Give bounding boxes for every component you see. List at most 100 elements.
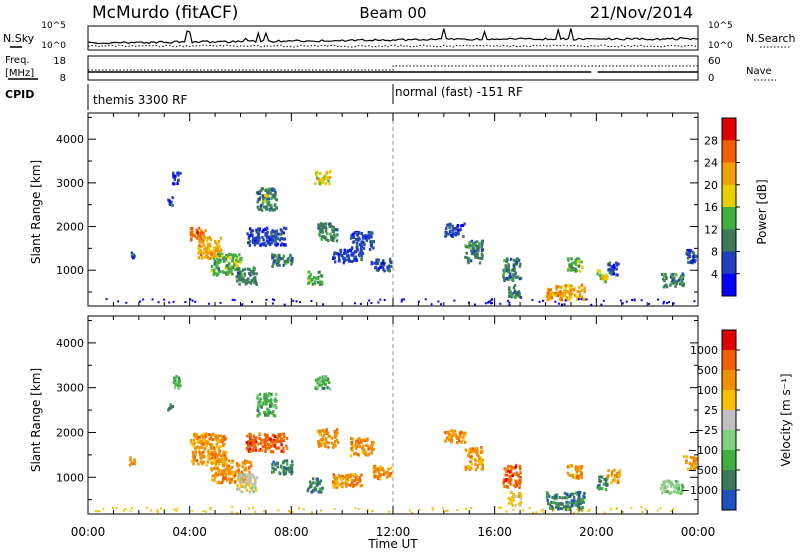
echo-cell [251, 233, 254, 237]
echo-cell [237, 469, 240, 473]
echo-cell [217, 446, 220, 450]
echo-cell [319, 479, 323, 483]
echo-cell [240, 270, 243, 274]
echo-cell [263, 445, 266, 448]
echo-cell [467, 454, 470, 458]
echo-cell [252, 434, 256, 438]
echo-cell [660, 487, 663, 491]
echo-cell [546, 287, 550, 291]
echo-cell [557, 507, 560, 511]
echo-cell [215, 461, 218, 465]
echo-cell [213, 262, 216, 265]
echo-cell [291, 460, 294, 464]
echo-cell [358, 254, 361, 258]
echo-cell [315, 173, 318, 177]
echo-cell [317, 429, 321, 433]
echo-cell [333, 508, 336, 511]
echo-cell [253, 436, 257, 440]
echo-cell [503, 467, 506, 471]
echo-cell [264, 434, 267, 438]
echo-cell [273, 253, 276, 257]
echo-cell [290, 257, 294, 261]
echo-cell [602, 299, 605, 302]
echo-cell [466, 256, 469, 260]
echo-cell [504, 479, 507, 483]
echo-cell [314, 276, 317, 280]
echo-cell [309, 273, 313, 277]
echo-cell [214, 452, 218, 456]
echo-cell [548, 495, 551, 498]
echo-cell [275, 461, 278, 465]
echo-cell [470, 450, 473, 454]
echo-cell [222, 259, 226, 263]
colorbar-swatch [722, 184, 736, 208]
echo-cell [236, 274, 240, 278]
echo-cell [518, 482, 521, 486]
echo-cell [518, 486, 521, 489]
echo-cell [224, 468, 227, 472]
echo-cell [549, 503, 552, 507]
echo-cell [519, 492, 522, 496]
echo-cell [576, 491, 580, 495]
echo-cell [509, 465, 513, 469]
echo-cell [241, 303, 244, 306]
echo-cell [379, 468, 382, 471]
colorbar-tick-label: 28 [704, 134, 718, 147]
echo-cell [217, 468, 221, 472]
echo-cell [271, 433, 274, 437]
echo-cell [283, 303, 286, 306]
echo-cell [557, 505, 560, 508]
echo-cell [610, 268, 613, 272]
echo-cell [458, 439, 461, 443]
x-tick-label: 08:00 [274, 525, 309, 539]
echo-cell [362, 241, 366, 245]
echo-cell [559, 294, 562, 298]
echo-cell [540, 509, 543, 512]
echo-cell [257, 230, 260, 234]
echo-cell [178, 379, 181, 383]
echo-cell [210, 467, 213, 471]
echo-cell [622, 511, 624, 513]
echo-cell [355, 232, 358, 235]
echo-cell [670, 484, 673, 488]
echo-cell [319, 442, 322, 446]
echo-cell [205, 255, 209, 258]
echo-cell [363, 451, 366, 455]
echo-cell [335, 428, 339, 432]
echo-cell [276, 258, 279, 261]
echo-cell [281, 437, 284, 441]
echo-cell [247, 483, 251, 487]
echo-cell [507, 478, 510, 481]
echo-cell [357, 231, 361, 235]
echo-cell [625, 300, 628, 303]
x-tick-label: 16:00 [477, 525, 512, 539]
echo-cell [331, 441, 334, 445]
echo-cell [197, 226, 201, 230]
velocity-colorbar-label: Velocity [m s⁻¹] [779, 373, 793, 466]
echo-cell [512, 286, 516, 290]
echo-cell [673, 490, 676, 494]
echo-cell [252, 447, 255, 451]
echo-cell [445, 226, 448, 230]
echo-cell [227, 254, 230, 258]
echo-cell [387, 268, 391, 272]
colorbar-swatch [722, 450, 736, 471]
echo-cell [564, 299, 567, 302]
echo-cell [662, 277, 665, 281]
echo-cell [554, 294, 558, 298]
echo-cell [362, 448, 366, 452]
echo-cell [570, 284, 573, 288]
echo-cell [356, 439, 359, 443]
colorbar-frame [721, 329, 737, 511]
echo-cell [590, 303, 593, 306]
echo-cell [510, 498, 513, 502]
echo-cell [259, 402, 262, 406]
echo-cell [210, 447, 213, 451]
echo-cell [213, 459, 216, 463]
echo-cell [377, 477, 380, 480]
echo-cell [324, 182, 327, 186]
echo-cell [508, 286, 511, 290]
echo-cell [475, 453, 479, 457]
echo-cell [372, 447, 375, 451]
echo-cell [268, 235, 271, 239]
